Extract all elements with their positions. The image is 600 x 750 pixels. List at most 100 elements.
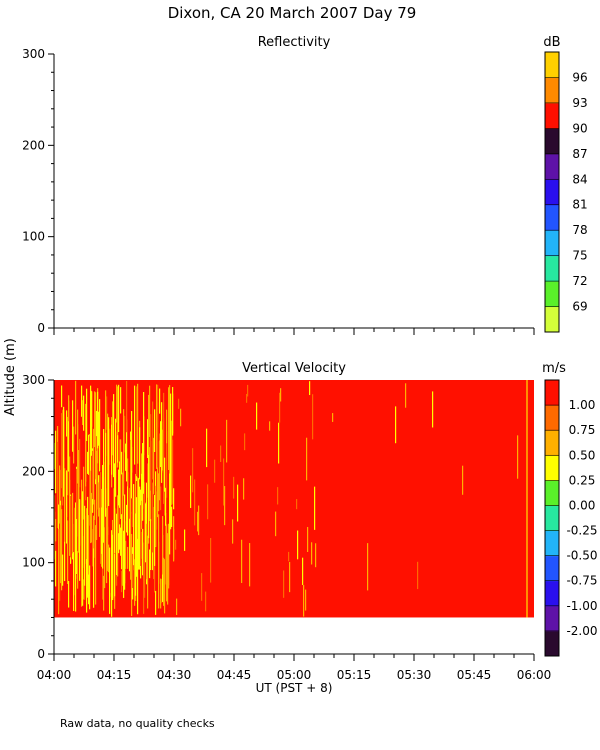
colorbar-label: 96 <box>572 70 587 84</box>
heatmap-streak <box>214 459 216 483</box>
heatmap-streak <box>88 434 90 475</box>
heatmap-streak <box>115 508 117 554</box>
heatmap-streak <box>169 385 171 474</box>
heatmap-streak <box>68 580 70 608</box>
heatmap-streak <box>117 495 119 577</box>
heatmap-streak <box>108 417 110 507</box>
heatmap-streak <box>141 473 143 501</box>
x-tick-label: 06:00 <box>517 668 552 682</box>
heatmap-streak <box>125 443 127 466</box>
heatmap-streak <box>311 542 313 565</box>
y-tick-label: 0 <box>37 321 45 335</box>
heatmap-streak <box>146 523 148 580</box>
reflectivity-plot-area <box>53 54 534 329</box>
heatmap-streak <box>157 402 159 468</box>
colorbar-swatch <box>545 306 559 333</box>
heatmap-streak <box>113 394 115 478</box>
heatmap-streak <box>73 426 75 464</box>
heatmap-streak <box>66 410 68 437</box>
heatmap-streak <box>198 505 200 536</box>
heatmap-streak <box>82 400 84 426</box>
heatmap-streak <box>127 472 129 536</box>
heatmap-streak <box>79 499 81 581</box>
heatmap-streak <box>190 475 192 508</box>
heatmap-streak <box>158 473 160 512</box>
heatmap-streak <box>192 448 194 493</box>
heatmap-streak <box>367 543 369 591</box>
heatmap-streak <box>93 428 95 505</box>
heatmap-streak <box>152 537 154 571</box>
heatmap-streak <box>432 391 434 428</box>
heatmap-streak <box>111 424 113 475</box>
heatmap-streak <box>98 411 100 446</box>
heatmap-streak <box>171 423 173 505</box>
heatmap-streak <box>171 506 173 527</box>
heatmap-streak <box>77 424 79 484</box>
heatmap-streak <box>306 437 308 481</box>
heatmap-streak <box>76 468 78 519</box>
colorbar-label: 1.00 <box>569 398 596 412</box>
heatmap-streak <box>108 544 110 573</box>
heatmap-streak <box>97 391 99 449</box>
heatmap-streak <box>75 502 77 579</box>
heatmap-streak <box>121 451 123 475</box>
heatmap-streak <box>161 578 163 604</box>
colorbar-label: 69 <box>572 300 587 314</box>
heatmap-streak <box>81 535 83 607</box>
heatmap-streak <box>93 515 95 549</box>
heatmap-streak <box>135 473 137 528</box>
heatmap-streak <box>121 514 123 570</box>
heatmap-streak <box>137 383 139 464</box>
colorbar-label: -0.50 <box>566 549 597 563</box>
heatmap-streak <box>123 420 125 496</box>
heatmap-streak <box>244 433 246 451</box>
heatmap-streak <box>117 435 119 463</box>
heatmap-streak <box>75 380 77 435</box>
heatmap-streak <box>134 559 136 606</box>
heatmap-streak <box>156 491 158 530</box>
heatmap-streak <box>152 401 154 480</box>
heatmap-streak <box>114 463 116 553</box>
heatmap-streak <box>223 458 225 506</box>
heatmap-edge-streak <box>526 380 528 618</box>
heatmap-streak <box>55 519 57 542</box>
heatmap-streak <box>93 526 95 608</box>
heatmap-streak <box>132 553 134 589</box>
reflectivity-colorbar-unit: dB <box>543 35 560 50</box>
heatmap-streak <box>62 437 64 506</box>
heatmap-streak <box>517 435 519 479</box>
colorbar-label: 0.00 <box>569 498 596 512</box>
heatmap-streak <box>147 463 149 498</box>
heatmap-streak <box>140 505 142 566</box>
figure-title: Dixon, CA 20 March 2007 Day 79 <box>168 4 417 22</box>
heatmap-streak <box>104 519 106 589</box>
heatmap-streak <box>137 538 139 615</box>
colorbar-swatch <box>545 405 559 431</box>
heatmap-streak <box>148 454 150 539</box>
heatmap-streak <box>283 570 285 598</box>
colorbar-label: 75 <box>572 249 587 263</box>
y-tick-label: 300 <box>22 47 45 61</box>
heatmap-streak <box>130 439 132 514</box>
heatmap-streak <box>84 505 86 586</box>
heatmap-streak <box>303 585 305 617</box>
heatmap-streak <box>173 488 175 510</box>
colorbar-label: -0.25 <box>566 524 597 538</box>
colorbar-label: -2.00 <box>566 624 597 638</box>
colorbar-swatch <box>545 630 559 657</box>
heatmap-streak <box>79 438 81 488</box>
heatmap-streak <box>131 411 133 473</box>
heatmap-streak <box>95 392 97 480</box>
heatmap-streak <box>160 486 162 511</box>
reflectivity-y-ticks: 0 100 200 300 <box>22 47 54 335</box>
heatmap-streak <box>96 450 98 540</box>
heatmap-streak <box>157 441 159 518</box>
heatmap-streak <box>178 398 180 409</box>
colorbar-label: -0.75 <box>566 574 597 588</box>
heatmap-streak <box>170 445 172 530</box>
heatmap-streak <box>61 385 63 408</box>
heatmap-streak <box>116 384 118 423</box>
heatmap-streak <box>68 400 70 472</box>
footnote: Raw data, no quality checks <box>60 717 215 730</box>
heatmap-streak <box>237 484 239 522</box>
